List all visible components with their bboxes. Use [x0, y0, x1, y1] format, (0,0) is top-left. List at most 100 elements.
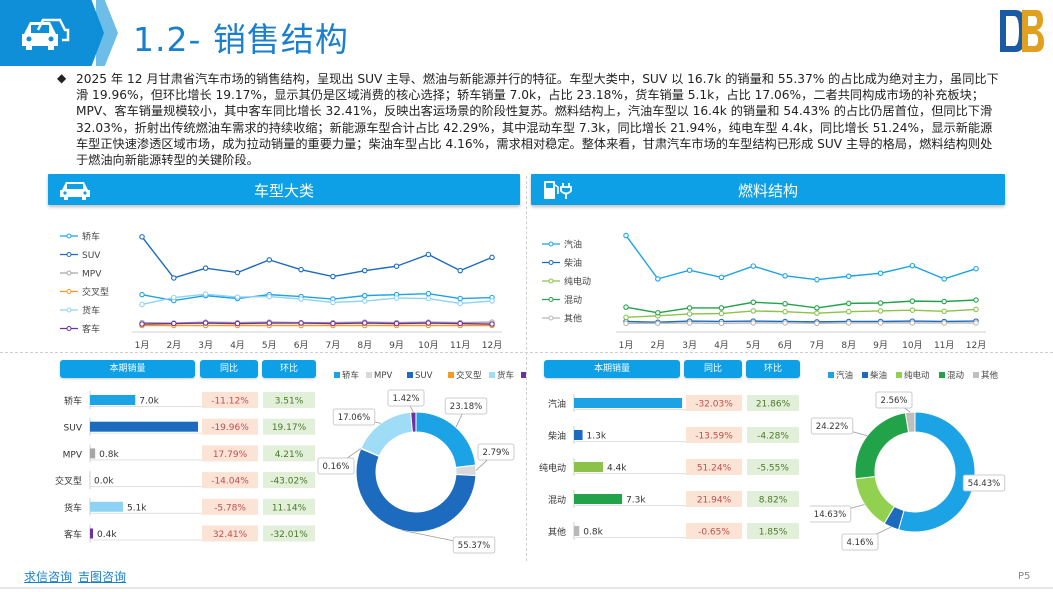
- header-yoy: 同比: [684, 360, 742, 378]
- data-point: [655, 310, 661, 316]
- data-point: [845, 320, 852, 326]
- fuel-type-table: 汽油16.4k-32.03%21.86%柴油1.3k-13.59%-4.28%纯…: [539, 394, 799, 540]
- header-sales: 本期销量: [60, 360, 195, 378]
- data-point: [877, 270, 884, 276]
- fuel-charger-icon: [544, 181, 572, 199]
- data-label-box: [444, 397, 488, 415]
- data-point: [814, 305, 820, 311]
- bar-value-label: 1.3k: [587, 432, 607, 442]
- legend-label: 交叉型: [456, 370, 482, 381]
- yoy-value: 32.41%: [213, 530, 248, 540]
- data-point: [393, 263, 400, 269]
- bar-value-label: 4.4k: [607, 464, 627, 474]
- header-sales: 本期销量: [544, 360, 680, 378]
- bar-value-label: 0.8k: [583, 528, 603, 538]
- yoy-cell: [686, 523, 742, 539]
- bar-value-label: 5.1k: [127, 503, 147, 513]
- mom-value: -5.55%: [757, 464, 789, 474]
- section-title: 车型大类: [253, 182, 314, 200]
- data-point: [139, 321, 145, 327]
- data-point: [941, 298, 947, 305]
- data-label: 2.56%: [880, 396, 907, 406]
- data-point: [202, 291, 209, 297]
- mom-cell: [747, 427, 799, 443]
- data-point: [298, 296, 304, 302]
- yoy-value: 21.94%: [697, 496, 732, 506]
- footer-brand-link[interactable]: 求信咨询: [24, 570, 73, 584]
- row-label: SUV: [64, 424, 83, 434]
- mom-cell: [263, 498, 315, 515]
- mom-value: 3.51%: [275, 397, 304, 407]
- row-rule: [90, 432, 208, 434]
- bar: [90, 528, 93, 539]
- bar: [90, 421, 198, 432]
- yoy-cell: [686, 459, 742, 475]
- bar: [574, 494, 623, 504]
- data-point: [814, 320, 820, 327]
- bar-value-label: 0.0k: [94, 477, 114, 487]
- mom-cell: [263, 472, 315, 489]
- data-point: [718, 320, 725, 327]
- legend-marker: [66, 270, 72, 276]
- yoy-cell: [202, 392, 258, 408]
- data-point: [202, 265, 209, 271]
- x-tick-label: 12月: [966, 340, 986, 351]
- legend-swatch: [939, 372, 945, 378]
- legend-marker: [548, 241, 554, 247]
- donut-slice: [904, 411, 916, 434]
- data-point: [361, 298, 368, 304]
- x-tick-label: 9月: [389, 340, 404, 351]
- legend-label: MPV: [82, 270, 102, 280]
- data-point: [330, 273, 336, 280]
- header-mom: 环比: [746, 360, 800, 378]
- data-point: [941, 320, 947, 326]
- header-yoy: 同比: [200, 360, 258, 378]
- data-label: 24.22%: [816, 422, 848, 432]
- x-tick-label: 10月: [902, 340, 922, 351]
- yoy-cell: [686, 427, 742, 443]
- data-label: 1.42%: [392, 394, 419, 404]
- divider-horizontal: [0, 352, 1053, 353]
- bar: [574, 398, 682, 408]
- row-label: 其他: [548, 526, 566, 538]
- legend-label: 柴油: [564, 257, 582, 269]
- data-point: [845, 300, 852, 307]
- mom-value: 8.82%: [759, 496, 788, 506]
- data-point: [973, 306, 979, 313]
- data-point: [266, 257, 273, 263]
- row-rule: [90, 539, 208, 541]
- data-label-box: [317, 457, 355, 475]
- footer-brand-link[interactable]: 吉图咨询: [78, 570, 127, 584]
- legend-label: 汽油: [836, 370, 853, 381]
- legend-marker: [66, 289, 72, 294]
- data-point: [457, 295, 463, 302]
- bar: [574, 430, 583, 440]
- data-point: [877, 308, 884, 314]
- data-point: [909, 307, 916, 313]
- bar-value-label: 7.3k: [626, 496, 646, 506]
- data-point: [782, 301, 788, 307]
- car-icon: [60, 182, 90, 200]
- x-tick-label: 8月: [357, 340, 372, 351]
- data-point: [489, 254, 495, 261]
- data-point: [941, 308, 947, 315]
- data-point: [750, 320, 757, 326]
- mom-value: 1.85%: [759, 528, 788, 538]
- data-point: [782, 273, 788, 279]
- legend-label: 纯电动: [904, 370, 930, 381]
- section-vehicle-type: 车型大类: [48, 174, 520, 205]
- data-point: [623, 314, 629, 321]
- fuel-type-donut-chart: 汽油 柴油 纯电动 混动 其他 54.43% 4.16% 14.63% 24.22% 2.56%: [810, 370, 1006, 551]
- yoy-value: 51.24%: [697, 464, 732, 474]
- row-label: 轿车: [64, 395, 82, 407]
- data-label: 4.16%: [846, 538, 873, 548]
- legend-swatch: [521, 372, 526, 378]
- row-label: 货车: [64, 502, 82, 514]
- donut-slice: [355, 448, 477, 533]
- row-rule: [574, 441, 692, 442]
- divider-vertical: [526, 176, 527, 561]
- mom-value: -43.02%: [270, 477, 308, 487]
- row-label: MPV: [63, 450, 83, 460]
- data-point: [171, 320, 177, 327]
- row-rule: [90, 512, 208, 514]
